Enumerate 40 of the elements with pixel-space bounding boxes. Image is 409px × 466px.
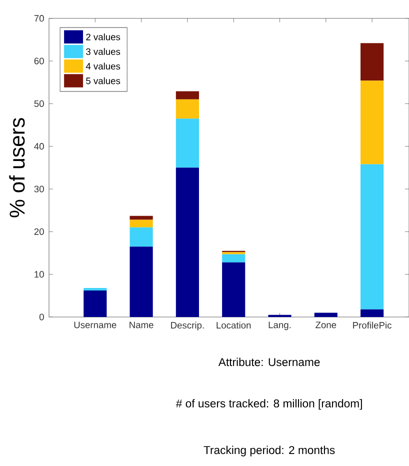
y-axis-title: % of users — [9, 118, 25, 218]
bar — [360, 80, 384, 164]
bar — [222, 254, 246, 262]
legend-label: 4 values — [86, 62, 120, 70]
y-tick-label: 70 — [34, 15, 44, 22]
x-tick-label: Location — [216, 322, 251, 329]
bar — [360, 164, 384, 310]
y-tick-label: 50 — [34, 100, 44, 107]
bar — [130, 220, 153, 228]
bar — [222, 262, 246, 317]
x-tick-label: Username — [74, 322, 116, 328]
legend-label: 2 values — [86, 33, 120, 40]
bar — [130, 246, 153, 317]
x-tick-label: Zone — [316, 322, 336, 328]
y-tick-label: 0 — [39, 314, 44, 320]
bar — [176, 118, 199, 168]
x-tick-label: Lang. — [268, 322, 291, 330]
bar — [84, 290, 107, 317]
bar — [84, 288, 107, 291]
y-tick-label: 10 — [34, 271, 44, 278]
bar — [314, 312, 338, 317]
x-tick-label: Descrip. — [171, 322, 204, 330]
text: Attribute: Username — [218, 358, 320, 366]
bar — [360, 309, 384, 317]
bar — [130, 216, 153, 220]
text: Tracking period: 2 months — [204, 446, 335, 456]
y-tick-label: 30 — [34, 186, 44, 192]
y-tick-label: 40 — [34, 143, 44, 150]
x-tick-label: ProfilePic — [353, 322, 392, 329]
bar — [176, 91, 199, 100]
bar — [360, 43, 384, 81]
bar — [176, 99, 199, 119]
x-tick-label: Name — [130, 322, 154, 328]
y-tick-label: 60 — [34, 58, 44, 64]
bar — [130, 227, 153, 247]
bar — [176, 168, 199, 317]
legend-label: 5 values — [86, 77, 120, 84]
legend-label: 3 values — [86, 48, 120, 55]
text: # of users tracked: 8 million [random] — [176, 399, 362, 410]
y-tick-label: 20 — [34, 228, 44, 235]
